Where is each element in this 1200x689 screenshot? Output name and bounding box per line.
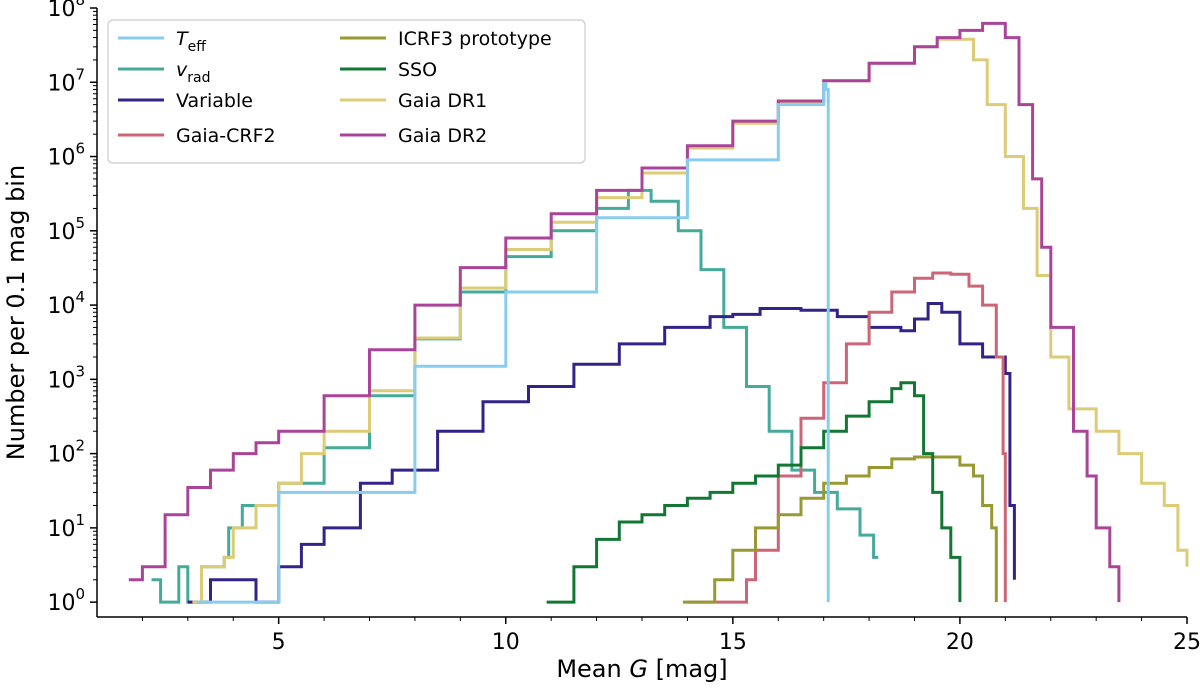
y-tick-exponent: 1 (75, 511, 85, 529)
legend-label-name: SSO (398, 59, 437, 81)
y-tick-label: 103 (47, 362, 85, 393)
x-axis-label-suffix: [mag] (648, 655, 728, 683)
y-tick-exponent: 2 (75, 437, 85, 455)
legend-item-variable: Variable (118, 90, 253, 112)
series-line-vrad (151, 188, 879, 604)
x-tick-label: 10 (492, 630, 520, 655)
y-tick-exponent: 0 (75, 585, 85, 603)
y-tick-exponent: 4 (75, 288, 85, 306)
legend-item-gaiacrf2: Gaia-CRF2 (118, 125, 276, 147)
legend-label: vrad (176, 59, 210, 86)
x-tick-label: 20 (946, 630, 974, 655)
y-tick-base: 10 (47, 443, 75, 468)
series-line-variable (187, 302, 1016, 604)
x-axis-label: Mean G [mag] (556, 655, 727, 683)
legend-label-name: T (176, 28, 189, 50)
y-tick-base: 10 (47, 71, 75, 96)
legend-label-name: Gaia-CRF2 (176, 125, 276, 147)
legend-label: Teff (176, 28, 206, 55)
legend-box (107, 19, 586, 164)
y-tick-label: 107 (47, 65, 85, 96)
y-tick-base: 10 (47, 368, 75, 393)
legend-label-name: v (176, 59, 188, 81)
y-tick-exponent: 3 (75, 362, 85, 380)
x-tick-label: 5 (272, 630, 286, 655)
legend-label: SSO (398, 59, 437, 81)
legend-label: ICRF3 prototype (398, 28, 552, 50)
y-tick-exponent: 8 (75, 0, 85, 9)
legend-label: Gaia DR1 (398, 90, 487, 112)
legend-item-icrf3: ICRF3 prototype (340, 28, 552, 50)
y-tick-label: 105 (47, 214, 85, 245)
legend-label-subscript: rad (187, 70, 210, 86)
y-tick-label: 108 (47, 0, 85, 22)
series-line-sso (546, 381, 962, 604)
y-tick-label: 104 (47, 288, 85, 319)
series-line-gaiacrf2 (687, 271, 1007, 604)
y-axis-label: Number per 0.1 mag bin (2, 165, 30, 460)
series-layer (128, 21, 1189, 604)
y-tick-label: 100 (47, 585, 85, 616)
y-tick-exponent: 5 (75, 214, 85, 232)
legend-label: Gaia DR2 (398, 125, 487, 147)
y-tick-label: 106 (47, 140, 85, 171)
legend-item-sso: SSO (340, 59, 437, 81)
x-tick-label: 25 (1173, 630, 1200, 655)
y-tick-base: 10 (47, 146, 75, 171)
y-tick-base: 10 (47, 591, 75, 616)
x-axis-label-prefix: Mean (556, 655, 629, 683)
legend-label-name: Variable (176, 90, 253, 112)
x-axis-label-variable: G (629, 655, 648, 683)
series-line-teff (196, 82, 830, 604)
legend-label: Gaia-CRF2 (176, 125, 276, 147)
y-tick-base: 10 (47, 294, 75, 319)
y-tick-label: 102 (47, 437, 85, 468)
legend-item-teff: Teff (118, 28, 206, 55)
y-tick-base: 10 (47, 517, 75, 542)
legend-label-name: Gaia DR1 (398, 90, 487, 112)
y-tick-base: 10 (47, 0, 75, 22)
legend-item-dr1: Gaia DR1 (340, 90, 487, 112)
legend-label-name: Gaia DR2 (398, 125, 487, 147)
y-tick-exponent: 7 (75, 65, 85, 83)
legend-item-dr2: Gaia DR2 (340, 125, 487, 147)
series-line-icrf3 (682, 455, 998, 604)
legend-label-subscript: eff (188, 39, 207, 55)
legend-label: Variable (176, 90, 253, 112)
legend-item-vrad: vrad (118, 59, 210, 86)
y-tick-label: 101 (47, 511, 85, 542)
y-tick-base: 10 (47, 220, 75, 245)
series-line-dr2 (128, 21, 1121, 603)
y-tick-exponent: 6 (75, 140, 85, 158)
x-tick-label: 15 (719, 630, 747, 655)
legend-label-name: ICRF3 prototype (398, 28, 552, 50)
